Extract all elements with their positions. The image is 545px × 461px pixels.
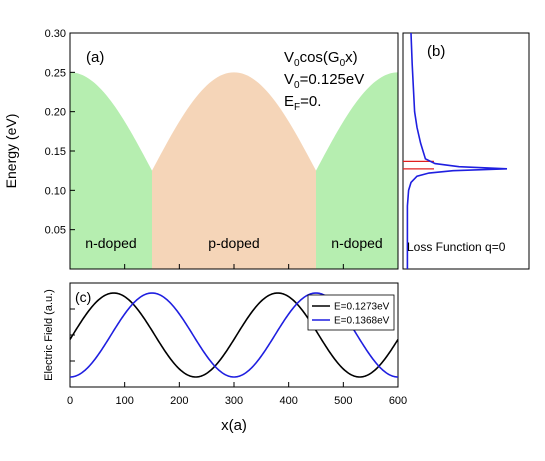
region-area-0 (70, 72, 152, 269)
panel-c-label: (c) (75, 289, 91, 305)
y-tick-label: 0.05 (45, 225, 66, 237)
legend: E=0.1273eV E=0.1368eV (307, 294, 395, 331)
field-curve-0 (69, 292, 399, 378)
y-tick-label: 0.15 (45, 146, 66, 158)
region-area-2 (316, 72, 398, 269)
region-label: n-doped (331, 235, 382, 251)
panel-a-y-axis-label: Energy (eV) (3, 114, 19, 189)
panel-c-y-ticks (70, 308, 75, 362)
region-label: p-doped (208, 235, 259, 251)
x-tick-label: 400 (279, 395, 297, 407)
legend-label: E=0.1273eV (334, 302, 390, 313)
panel-b-label: (b) (427, 43, 445, 60)
loss-function-curve (406, 32, 508, 269)
x-tick-label: 600 (389, 395, 407, 407)
x-tick-label: 200 (170, 395, 188, 407)
panel-a-y-ticks: 0.05 0.10 0.15 0.20 0.25 0.30 (45, 28, 75, 237)
legend-entries: E=0.1273eV E=0.1368eV (312, 302, 390, 327)
panel-b: (b) Loss Function q=0 (402, 32, 530, 270)
panel-c-x-ticks: 0 100 200 300 400 500 600 (67, 382, 407, 407)
legend-label: E=0.1368eV (334, 316, 390, 327)
panel-a-x-ticks (69, 264, 399, 269)
panel-a: 0.05 0.10 0.15 0.20 0.25 0.30 (a) Energy (eV)… (3, 28, 399, 270)
annotation-line: V0=0.125eV (284, 71, 364, 91)
loss-function-label: Loss Function q=0 (407, 240, 506, 254)
x-tick-label: 500 (334, 395, 352, 407)
region-area-1 (152, 72, 316, 269)
legend-box (307, 294, 395, 331)
panel-c: 0 100 200 300 400 500 600 (c) Electric Field (… (43, 282, 407, 434)
x-axis-label: x(a) (221, 417, 247, 434)
panel-a-areas (70, 72, 398, 269)
annotation-line: V0cos(G0x) (284, 49, 358, 69)
y-tick-label: 0.30 (45, 28, 66, 40)
panel-a-label: (a) (86, 49, 104, 66)
panel-b-frame (402, 32, 530, 270)
y-tick-label: 0.25 (45, 67, 66, 79)
region-labels: n-doped p-doped n-doped (85, 235, 382, 251)
x-tick-label: 0 (67, 395, 73, 407)
panel-c-y-axis-label: Electric Field (a.u.) (43, 289, 55, 381)
annotation-line: EF=0. (284, 93, 321, 113)
x-tick-label: 100 (115, 395, 133, 407)
x-tick-label: 300 (225, 395, 243, 407)
y-tick-label: 0.10 (45, 185, 66, 197)
panel-b-markers (403, 160, 434, 170)
region-label: n-doped (85, 235, 136, 251)
y-tick-label: 0.20 (45, 107, 66, 119)
